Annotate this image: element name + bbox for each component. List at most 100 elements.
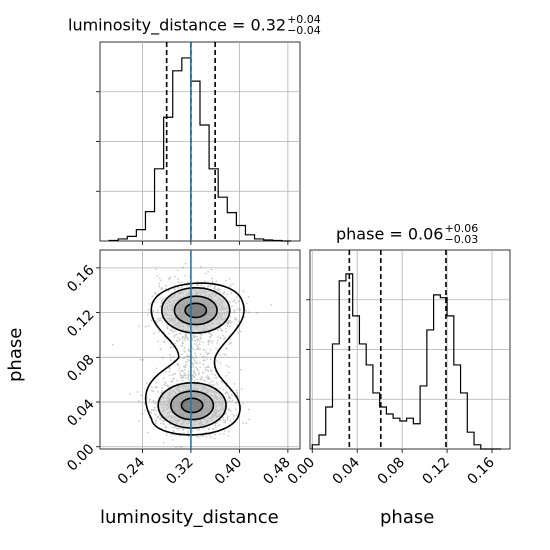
scatter-point	[216, 329, 219, 332]
scatter-point	[202, 286, 205, 288]
scatter-point	[157, 340, 159, 343]
scatter-point	[200, 435, 203, 437]
scatter-point	[187, 370, 190, 373]
scatter-point	[181, 427, 183, 430]
scatter-point	[188, 349, 190, 352]
scatter-point	[227, 392, 229, 395]
scatter-point	[207, 428, 210, 431]
scatter-point	[151, 389, 153, 392]
scatter-point	[214, 424, 216, 427]
scatter-point	[245, 422, 248, 425]
scatter-point	[230, 284, 232, 286]
scatter-point	[196, 429, 199, 431]
scatter-point	[229, 319, 231, 322]
scatter-point	[205, 351, 208, 354]
scatter-point	[200, 333, 203, 335]
scatter-point	[221, 330, 224, 332]
scatter-point	[193, 359, 196, 362]
phase-title-minus: −0.03	[444, 233, 479, 246]
scatter-point	[196, 338, 199, 341]
scatter-point	[225, 347, 227, 350]
scatter-point	[208, 335, 211, 338]
scatter-point	[162, 377, 165, 379]
scatter-point	[181, 344, 184, 347]
scatter-point	[202, 359, 205, 362]
scatter-point	[204, 379, 206, 382]
scatter-point	[211, 379, 214, 382]
scatter-point	[209, 378, 211, 380]
scatter-point	[154, 291, 156, 294]
scatter-point	[160, 392, 162, 394]
scatter-point	[181, 341, 183, 344]
scatter-point	[186, 339, 189, 341]
scatter-point	[168, 332, 170, 335]
scatter-point	[211, 373, 213, 375]
scatter-point	[182, 374, 185, 377]
scatter-point	[200, 266, 202, 268]
scatter-point	[236, 394, 239, 397]
contour-line	[157, 382, 227, 429]
scatter-point	[112, 343, 114, 346]
scatter-point	[176, 427, 178, 430]
scatter-point	[156, 410, 158, 412]
scatter-point	[162, 441, 165, 444]
scatter-point	[233, 311, 236, 313]
scatter-point	[227, 323, 229, 326]
scatter-point	[219, 327, 221, 330]
scatter-point	[179, 435, 181, 437]
scatter-point	[228, 409, 231, 411]
scatter-point	[223, 430, 226, 432]
scatter-point	[183, 349, 185, 352]
scatter-point	[232, 300, 234, 303]
scatter-point	[172, 430, 175, 433]
scatter-point	[226, 417, 228, 419]
scatter-point	[197, 345, 199, 348]
scatter-point	[171, 381, 174, 383]
scatter-point	[222, 334, 224, 337]
scatter-point	[194, 336, 197, 338]
scatter-point	[224, 421, 227, 424]
scatter-point	[185, 364, 187, 366]
scatter-point	[256, 312, 258, 314]
scatter-point	[230, 342, 232, 345]
scatter-point	[191, 430, 194, 433]
scatter-point	[195, 343, 198, 345]
scatter-point	[155, 422, 157, 425]
scatter-point	[144, 409, 147, 412]
scatter-point	[196, 348, 198, 350]
scatter-point	[176, 363, 178, 366]
scatter-point	[229, 325, 231, 328]
scatter-point	[219, 354, 221, 356]
scatter-point	[149, 399, 151, 401]
scatter-point	[222, 416, 224, 419]
scatter-point	[147, 325, 150, 327]
scatter-point	[172, 439, 174, 441]
scatter-point	[196, 345, 199, 347]
scatter-point	[219, 433, 221, 435]
scatter-point	[167, 290, 170, 292]
scatter-point	[160, 288, 162, 291]
scatter-point	[183, 432, 185, 435]
scatter-point	[206, 375, 209, 377]
scatter-point	[138, 420, 140, 423]
scatter-point	[236, 391, 239, 394]
scatter-point	[248, 408, 250, 411]
scatter-point	[214, 433, 216, 436]
scatter-point	[183, 365, 185, 368]
luminosity-distance-title-plus: +0.04	[287, 13, 321, 26]
scatter-point	[159, 348, 162, 351]
scatter-point	[172, 378, 174, 380]
scatter-point	[212, 428, 214, 430]
scatter-point	[163, 340, 165, 343]
scatter-point	[165, 426, 167, 429]
scatter-point	[236, 308, 239, 311]
scatter-point	[212, 383, 215, 386]
scatter-point	[196, 335, 198, 338]
scatter-point	[218, 289, 220, 292]
scatter-point	[216, 422, 218, 424]
scatter-point	[185, 355, 188, 358]
scatter-point	[193, 339, 196, 342]
scatter-point	[193, 372, 196, 375]
x-tick-label-phase: 0.08	[375, 455, 408, 488]
scatter-point	[184, 274, 186, 277]
